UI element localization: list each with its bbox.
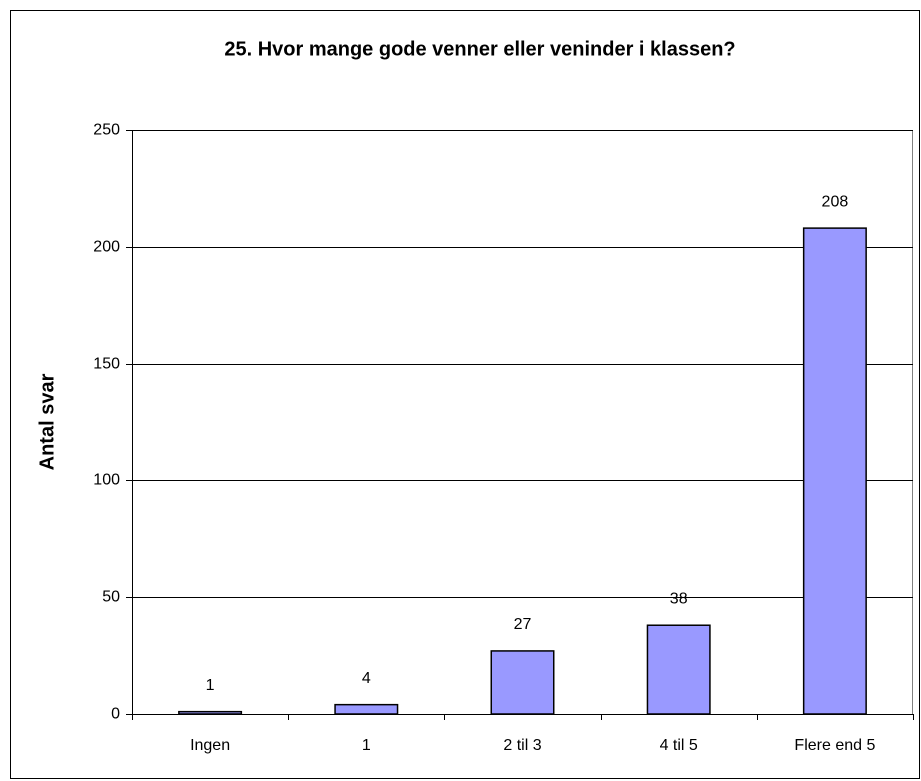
value-label: 1 xyxy=(206,677,215,694)
y-tick-label: 0 xyxy=(111,706,120,723)
x-tick-label: Ingen xyxy=(190,737,230,754)
y-tick-label: 100 xyxy=(93,472,120,489)
y-tick-label: 50 xyxy=(102,589,120,606)
y-tick-label: 250 xyxy=(93,122,120,139)
value-label: 4 xyxy=(362,670,371,687)
value-label: 38 xyxy=(670,590,688,607)
bar xyxy=(802,227,867,715)
bar xyxy=(490,650,555,715)
chart-border xyxy=(10,10,920,779)
bar xyxy=(334,703,399,715)
y-tick-label: 150 xyxy=(93,356,120,373)
value-label: 208 xyxy=(822,193,849,210)
value-label: 27 xyxy=(514,616,532,633)
x-tick-label: 1 xyxy=(362,737,371,754)
x-tick-label: Flere end 5 xyxy=(794,737,875,754)
bar xyxy=(646,624,711,715)
bar xyxy=(178,710,243,715)
y-tick-label: 200 xyxy=(93,239,120,256)
chart-title: 25. Hvor mange gode venner eller veninde… xyxy=(224,38,735,60)
x-tick-label: 4 til 5 xyxy=(660,737,698,754)
x-tick-label: 2 til 3 xyxy=(503,737,541,754)
y-axis-title: Antal svar xyxy=(36,373,58,470)
